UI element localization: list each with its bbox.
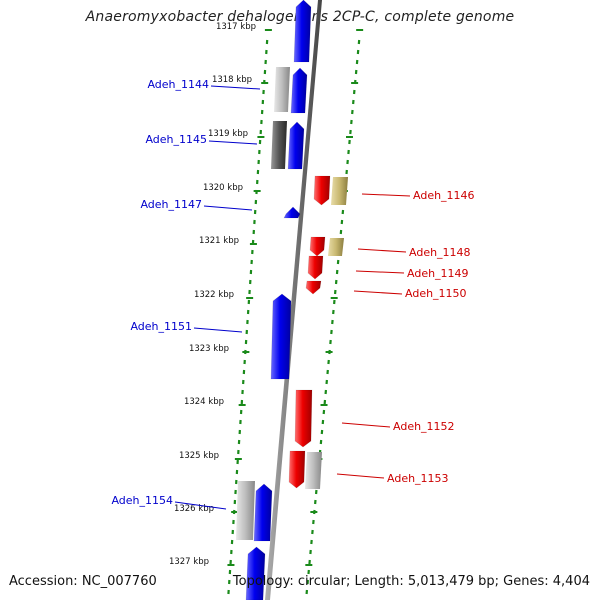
gene-label-connector bbox=[353, 290, 403, 295]
tick-label: 1321 kbp bbox=[199, 236, 239, 246]
gene-arrow-reverse bbox=[288, 450, 306, 489]
feature-gray-block bbox=[305, 452, 322, 489]
gene-arrow-reverse bbox=[307, 255, 324, 280]
tick-label: 1324 kbp bbox=[184, 397, 224, 407]
genome-summary-text: Topology: circular; Length: 5,013,479 bp… bbox=[232, 574, 590, 589]
gene-label-reverse: Adeh_1148 bbox=[409, 246, 471, 259]
accession-text: Accession: NC_007760 bbox=[9, 574, 157, 589]
tick-label: 1325 kbp bbox=[179, 451, 219, 461]
feature-gray-block bbox=[274, 67, 290, 112]
tick-label: 1326 kbp bbox=[174, 504, 214, 514]
gene-label-reverse: Adeh_1150 bbox=[405, 287, 467, 300]
gene-arrow-forward bbox=[287, 121, 305, 170]
gene-label-forward: Adeh_1145 bbox=[145, 133, 207, 146]
gene-label-connector bbox=[203, 205, 253, 211]
gene-label-reverse: Adeh_1149 bbox=[407, 267, 469, 280]
gene-arrow-forward bbox=[293, 0, 312, 63]
tick-label: 1318 kbp bbox=[212, 75, 252, 85]
gene-label-connector bbox=[208, 140, 258, 145]
tick-label: 1322 kbp bbox=[194, 290, 234, 300]
genome-backbone bbox=[265, 0, 322, 600]
gene-label-connector bbox=[193, 327, 243, 333]
gene-label-reverse: Adeh_1152 bbox=[393, 420, 455, 433]
gene-arrow-reverse bbox=[309, 236, 326, 257]
tick-label: 1327 kbp bbox=[169, 557, 209, 567]
gene-label-reverse: Adeh_1153 bbox=[387, 472, 449, 485]
gene-label-connector bbox=[341, 422, 391, 428]
gene-label-connector bbox=[336, 473, 385, 479]
gene-label-connector bbox=[357, 248, 407, 253]
gene-label-forward: Adeh_1144 bbox=[147, 78, 209, 91]
gene-label-connector bbox=[210, 85, 261, 90]
gene-arrow-forward bbox=[270, 293, 292, 380]
gene-arrow-reverse bbox=[305, 280, 322, 295]
gene-arrow-forward bbox=[253, 483, 273, 542]
gene-arrow-reverse bbox=[313, 175, 331, 206]
tick-label: 1319 kbp bbox=[208, 129, 248, 139]
tick-label: 1320 kbp bbox=[203, 183, 243, 193]
gene-label-connector bbox=[361, 193, 411, 197]
feature-olive-block bbox=[328, 238, 344, 256]
tick-label: 1317 kbp bbox=[216, 22, 256, 32]
feature-dark-block bbox=[271, 121, 287, 169]
gene-label-connector bbox=[355, 270, 405, 274]
feature-gray-block bbox=[236, 481, 255, 540]
gene-label-forward: Adeh_1151 bbox=[130, 320, 192, 333]
gene-label-reverse: Adeh_1146 bbox=[413, 189, 475, 202]
gene-label-forward: Adeh_1154 bbox=[111, 494, 173, 507]
gene-arrow-forward bbox=[283, 206, 301, 219]
gene-arrow-forward bbox=[245, 546, 266, 600]
gene-label-connector bbox=[174, 501, 227, 510]
tick-label: 1323 kbp bbox=[189, 344, 229, 354]
gene-arrow-forward bbox=[290, 67, 308, 114]
feature-olive-block bbox=[331, 177, 348, 205]
gene-label-forward: Adeh_1147 bbox=[140, 198, 202, 211]
gene-arrow-reverse bbox=[294, 389, 313, 448]
